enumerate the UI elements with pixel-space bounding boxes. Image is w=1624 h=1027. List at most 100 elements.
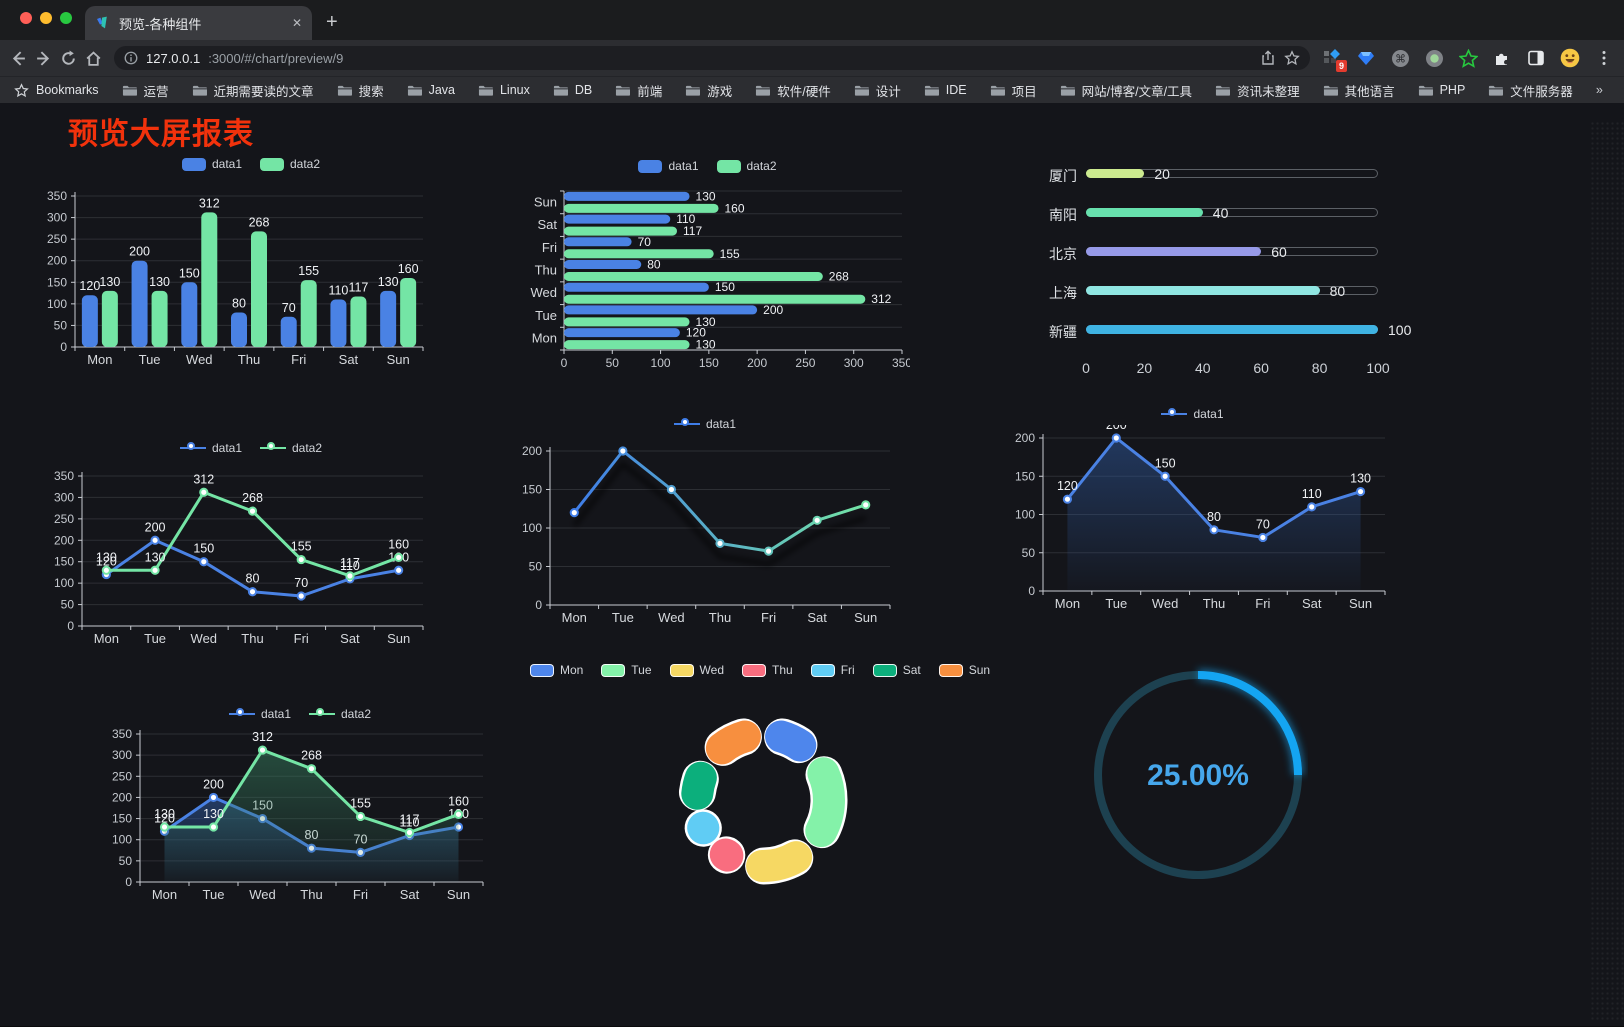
profile-avatar[interactable] xyxy=(1560,48,1580,68)
site-info-icon[interactable] xyxy=(124,51,138,65)
svg-text:Wed: Wed xyxy=(658,610,685,625)
svg-text:Mon: Mon xyxy=(87,352,112,367)
legend-item[interactable]: data2 xyxy=(260,157,320,171)
legend-item[interactable]: data2 xyxy=(260,441,322,455)
browser-tab[interactable]: 预览-各种组件 ✕ xyxy=(85,6,312,40)
reload-button[interactable] xyxy=(58,46,79,70)
chart-legend: data1 xyxy=(985,403,1400,425)
legend-item[interactable]: Fri xyxy=(810,663,855,677)
puzzle-extensions-icon[interactable] xyxy=(1492,48,1512,68)
maximize-window-button[interactable] xyxy=(60,12,72,24)
svg-text:Sat: Sat xyxy=(400,887,420,902)
svg-text:200: 200 xyxy=(203,777,224,791)
bookmark-folder[interactable]: 游戏 xyxy=(685,81,732,100)
legend-label: Tue xyxy=(631,663,652,677)
svg-text:Wed: Wed xyxy=(249,887,276,902)
legend-item[interactable]: data1 xyxy=(638,159,699,173)
recorder-extension-icon[interactable] xyxy=(1424,48,1444,68)
legend-swatch-icon xyxy=(810,663,835,677)
progress-value: 40 xyxy=(1212,205,1229,221)
bookmark-folder[interactable]: DB xyxy=(553,83,592,97)
legend-item[interactable]: Sun xyxy=(938,663,990,677)
svg-text:312: 312 xyxy=(193,472,214,486)
legend-item[interactable]: data1 xyxy=(228,707,291,721)
legend-swatch-icon xyxy=(181,157,206,171)
bookmark-label: 近期需要读的文章 xyxy=(213,84,314,99)
new-tab-button[interactable]: + xyxy=(326,11,338,33)
back-button[interactable] xyxy=(8,46,29,70)
svg-text:Fri: Fri xyxy=(542,240,557,255)
svg-text:130: 130 xyxy=(1350,472,1371,486)
share-icon[interactable] xyxy=(1260,50,1276,66)
svg-text:Tue: Tue xyxy=(144,631,166,646)
legend-label: Sat xyxy=(902,663,921,677)
svg-text:Fri: Fri xyxy=(294,631,309,646)
svg-text:160: 160 xyxy=(388,537,409,551)
legend-item[interactable]: Wed xyxy=(669,663,724,677)
bookmark-folder[interactable]: IDE xyxy=(924,83,967,97)
svg-text:110: 110 xyxy=(1302,487,1322,501)
legend-item[interactable]: Tue xyxy=(601,663,652,677)
progress-row-label: 厦门 xyxy=(1049,168,1077,184)
minimize-window-button[interactable] xyxy=(40,12,52,24)
bookmark-folder[interactable]: 近期需要读的文章 xyxy=(192,81,314,100)
bookmark-folder[interactable]: 运营 xyxy=(122,81,169,100)
command-extension-icon[interactable]: ⌘ xyxy=(1390,48,1410,68)
forward-button[interactable] xyxy=(33,46,54,70)
svg-text:Sun: Sun xyxy=(534,194,557,209)
bookmarks-overflow-chevron[interactable]: » xyxy=(1595,83,1603,97)
url-path: :3000/#/chart/preview/9 xyxy=(208,50,344,66)
tab-close-icon[interactable]: ✕ xyxy=(291,16,302,30)
svg-text:Sat: Sat xyxy=(537,217,557,232)
home-button[interactable] xyxy=(83,46,104,70)
bookmark-folder[interactable]: 项目 xyxy=(990,81,1037,100)
legend-item[interactable]: data2 xyxy=(309,707,371,721)
bookmark-folder[interactable]: 软件/硬件 xyxy=(755,81,831,100)
progress-axis-tick: 100 xyxy=(1366,360,1390,376)
bookmark-folder[interactable]: 搜索 xyxy=(337,81,384,100)
bookmark-folder[interactable]: 设计 xyxy=(854,81,901,100)
bookmark-label: 其他语言 xyxy=(1344,84,1395,99)
svg-text:Sun: Sun xyxy=(387,631,410,646)
svg-text:70: 70 xyxy=(294,576,308,590)
legend-item[interactable]: data1 xyxy=(1161,407,1224,421)
svg-text:160: 160 xyxy=(398,262,419,276)
legend-label: data1 xyxy=(705,417,737,431)
bookmark-folder[interactable]: 前端 xyxy=(615,81,662,100)
gem-extension-icon[interactable] xyxy=(1356,48,1376,68)
progress-axis-tick: 80 xyxy=(1311,360,1328,376)
svg-text:300: 300 xyxy=(47,211,67,225)
bookmark-folder[interactable]: 资讯未整理 xyxy=(1215,81,1300,100)
bookmark-folder[interactable]: 文件服务器 xyxy=(1488,81,1573,100)
favicon-icon xyxy=(97,16,107,29)
bookmark-folder[interactable]: 其他语言 xyxy=(1323,81,1395,100)
bookmark-folder[interactable]: 网站/博客/文章/工具 xyxy=(1060,81,1192,100)
side-panel-icon[interactable] xyxy=(1526,48,1546,68)
svg-text:155: 155 xyxy=(720,247,740,261)
legend-item[interactable]: Thu xyxy=(742,663,793,677)
legend-item[interactable]: data1 xyxy=(673,417,737,431)
bookmark-folder[interactable]: Java xyxy=(407,83,455,97)
bookmark-folder[interactable]: PHP xyxy=(1418,83,1465,97)
close-window-button[interactable] xyxy=(20,12,32,24)
address-bar[interactable]: 127.0.0.1:3000/#/chart/preview/9 xyxy=(114,46,1310,70)
svg-text:130: 130 xyxy=(154,807,175,821)
svg-text:110: 110 xyxy=(400,815,420,829)
svg-text:80: 80 xyxy=(232,296,246,310)
legend-item[interactable]: data2 xyxy=(716,159,777,173)
star-extension-icon[interactable] xyxy=(1458,48,1478,68)
progress-fill xyxy=(1086,325,1378,334)
bookmark-label: Linux xyxy=(499,83,530,97)
legend-item[interactable]: Mon xyxy=(529,663,583,677)
bookmark-star-icon[interactable] xyxy=(1284,50,1300,66)
legend-item[interactable]: data1 xyxy=(181,157,242,171)
grid-diamond-extension-icon[interactable]: 9 xyxy=(1322,48,1347,72)
menu-dots-icon[interactable] xyxy=(1594,48,1614,68)
progress-axis-tick: 40 xyxy=(1195,360,1211,376)
legend-item[interactable]: data1 xyxy=(179,441,242,455)
bookmark-folder[interactable]: Linux xyxy=(478,83,530,97)
svg-text:Thu: Thu xyxy=(238,352,260,367)
bookmarks-manager[interactable]: Bookmarks xyxy=(14,82,99,98)
legend-item[interactable]: Sat xyxy=(872,663,921,677)
chart-line-gradient: data1 0 50 100 150 200 Mon Tue Wed Thu Fri Sat Sun xyxy=(505,413,905,648)
